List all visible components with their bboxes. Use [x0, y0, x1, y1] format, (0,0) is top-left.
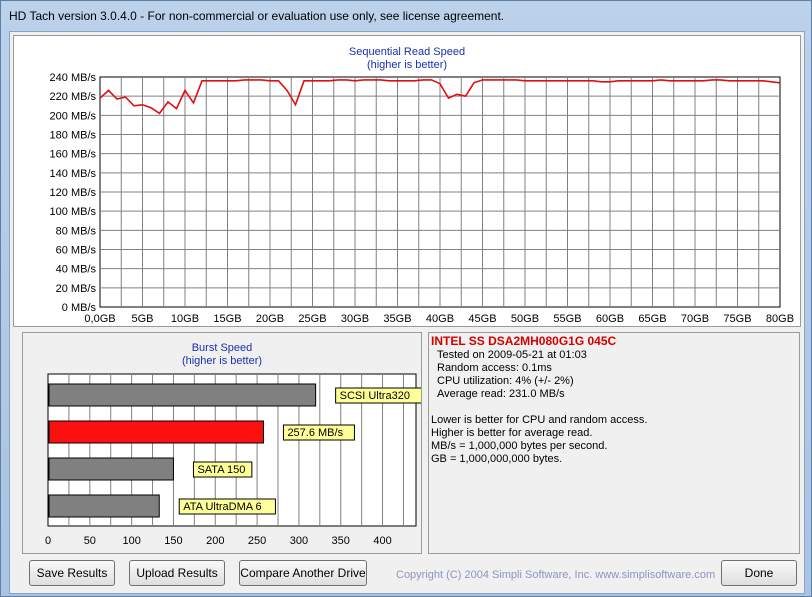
- burst-x-tick-label: 50: [84, 535, 96, 547]
- y-tick-label: 20 MB/s: [56, 283, 97, 295]
- y-tick-label: 240 MB/s: [50, 72, 97, 84]
- burst-bar-label: SATA 150: [197, 464, 245, 476]
- y-tick-label: 180 MB/s: [50, 130, 97, 142]
- y-tick-label: 160 MB/s: [50, 149, 97, 161]
- burst-bar: [48, 457, 174, 481]
- y-tick-label: 200 MB/s: [50, 110, 97, 122]
- x-tick-label: 45GB: [468, 313, 496, 325]
- x-tick-label: 10GB: [171, 313, 199, 325]
- burst-chart-title: Burst Speed: [191, 342, 253, 354]
- note-line: GB = 1,000,000,000 bytes.: [431, 453, 563, 465]
- upload-results-button[interactable]: Upload Results: [129, 560, 225, 586]
- save-results-label: Save Results: [36, 566, 108, 580]
- read-chart-panel: Sequential Read Speed (higher is better)…: [13, 35, 801, 327]
- y-tick-label: 220 MB/s: [50, 91, 97, 103]
- notes: Lower is better for CPU and random acces…: [431, 414, 647, 466]
- burst-x-tick-label: 350: [332, 535, 350, 547]
- x-tick-label: 65GB: [638, 313, 666, 325]
- x-tick-label: 0,0GB: [84, 313, 115, 325]
- burst-x-tick-label: 0: [45, 535, 51, 547]
- burst-x-tick-label: 250: [248, 535, 266, 547]
- client-area: Sequential Read Speed (higher is better)…: [9, 31, 805, 594]
- x-tick-label: 75GB: [723, 313, 751, 325]
- compare-drive-button[interactable]: Compare Another Drive: [239, 560, 367, 586]
- read-chart-title: Sequential Read Speed: [348, 46, 466, 58]
- x-tick-label: 80GB: [766, 313, 794, 325]
- burst-bar-label: ATA UltraDMA 6: [183, 501, 261, 513]
- burst-bar: [48, 383, 317, 407]
- x-tick-label: 25GB: [298, 313, 326, 325]
- done-button[interactable]: Done: [721, 560, 797, 586]
- read-chart-subtitle: (higher is better): [366, 59, 448, 71]
- y-tick-label: 80 MB/s: [56, 225, 97, 237]
- burst-bar: [48, 420, 264, 444]
- note-line: MB/s = 1,000,000 bytes per second.: [431, 440, 608, 452]
- drive-name: INTEL SS DSA2MH080G1G 045C: [431, 334, 617, 348]
- compare-drive-label: Compare Another Drive: [240, 566, 366, 580]
- note-line: Higher is better for average read.: [431, 427, 593, 439]
- read-chart: 0 MB/s 20 MB/s 40 MB/s 60 MB/s 80 MB/s 100 MB…: [50, 72, 795, 325]
- drive-stats: Tested on 2009-05-21 at 01:03 Random acc…: [437, 349, 587, 401]
- burst-chart-subtitle: (higher is better): [181, 355, 263, 367]
- x-tick-label: 60GB: [596, 313, 624, 325]
- note-line: Lower is better for CPU and random acces…: [431, 414, 648, 426]
- burst-bar: [48, 494, 160, 518]
- burst-bar-label-box: [178, 498, 276, 515]
- burst-chart: 0 50 100 150 200 250 300 350 400 SCSI Ultra320 257…: [45, 373, 421, 547]
- upload-results-label: Upload Results: [136, 566, 218, 580]
- copyright-text: Copyright (C) 2004 Simpli Software, Inc.…: [396, 569, 716, 581]
- y-tick-label: 40 MB/s: [56, 264, 97, 276]
- average-read: Average read: 231.0 MB/s: [437, 388, 565, 400]
- burst-bar-label: SCSI Ultra320: [340, 390, 410, 402]
- burst-bar-label-box: [335, 387, 421, 404]
- y-tick-label: 140 MB/s: [50, 168, 97, 180]
- x-tick-label: 15GB: [213, 313, 241, 325]
- x-tick-label: 70GB: [681, 313, 709, 325]
- x-tick-label: 35GB: [383, 313, 411, 325]
- cpu-utilization: CPU utilization: 4% (+/- 2%): [437, 375, 574, 387]
- save-results-button[interactable]: Save Results: [29, 560, 115, 586]
- y-tick-label: 120 MB/s: [50, 187, 97, 199]
- x-tick-label: 30GB: [341, 313, 369, 325]
- random-access: Random access: 0.1ms: [437, 362, 552, 374]
- y-tick-label: 60 MB/s: [56, 245, 97, 257]
- y-tick-label: 0 MB/s: [62, 302, 97, 314]
- burst-bar-label: 257.6 MB/s: [287, 427, 343, 439]
- y-tick-label: 100 MB/s: [50, 206, 97, 218]
- burst-x-tick-label: 300: [290, 535, 308, 547]
- x-tick-label: 20GB: [256, 313, 284, 325]
- tested-on: Tested on 2009-05-21 at 01:03: [437, 349, 587, 361]
- burst-x-tick-label: 100: [122, 535, 140, 547]
- burst-chart-panel: Burst Speed (higher is better) 0 50 100 150…: [22, 332, 422, 554]
- burst-bar-label-box: [192, 461, 253, 478]
- x-tick-label: 55GB: [553, 313, 581, 325]
- x-tick-label: 5GB: [131, 313, 153, 325]
- window-title: HD Tach version 3.0.4.0 - For non-commer…: [9, 9, 505, 23]
- burst-x-tick-label: 400: [373, 535, 391, 547]
- burst-x-tick-label: 150: [164, 535, 182, 547]
- drive-info-panel: INTEL SS DSA2MH080G1G 045C Tested on 200…: [428, 332, 800, 554]
- x-tick-label: 40GB: [426, 313, 454, 325]
- read-speed-line: [99, 79, 781, 115]
- burst-x-tick-label: 200: [206, 535, 224, 547]
- burst-bar-label-box: [282, 424, 355, 441]
- done-label: Done: [744, 566, 774, 580]
- x-tick-label: 50GB: [511, 313, 539, 325]
